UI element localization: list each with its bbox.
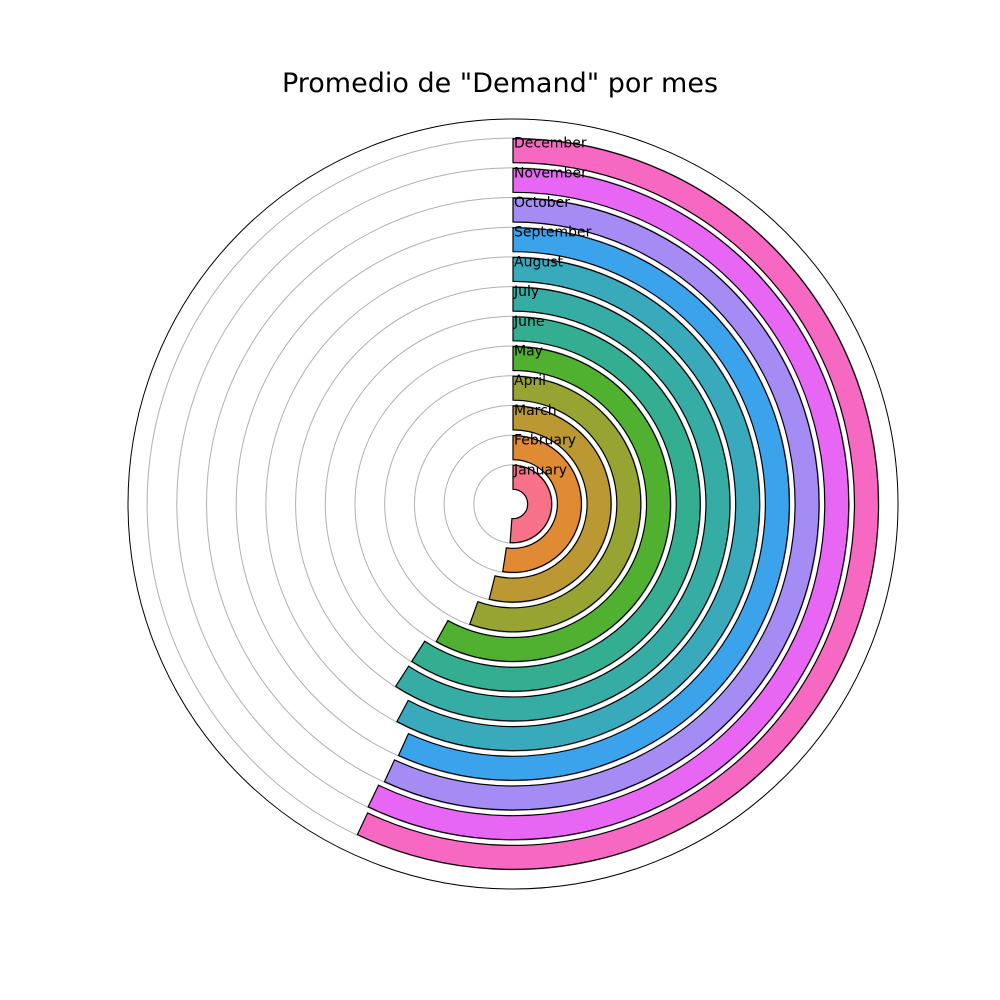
bars — [356, 137, 879, 870]
polar-frame — [127, 118, 899, 890]
label-april: April — [514, 373, 546, 389]
bar-march — [488, 405, 612, 603]
bar-july — [394, 286, 731, 722]
month-labels: January February March April May June July Augu… — [513, 136, 592, 479]
label-march: March — [514, 403, 557, 419]
label-may: May — [514, 344, 543, 360]
bar-june — [410, 316, 701, 692]
label-january: January — [513, 462, 567, 478]
label-november: November — [514, 165, 587, 181]
label-august: August — [514, 254, 564, 270]
label-february: February — [514, 433, 576, 449]
bar-october — [383, 197, 820, 811]
bar-november — [367, 167, 850, 841]
label-september: September — [514, 225, 592, 241]
bar-august — [396, 256, 761, 752]
bar-april — [468, 375, 642, 633]
chart-title: Promedio de "Demand" por mes — [281, 68, 719, 99]
label-october: October — [514, 195, 570, 211]
label-june: June — [513, 314, 545, 330]
label-july: July — [513, 284, 539, 300]
bar-january — [509, 464, 553, 544]
bar-september — [397, 227, 790, 781]
bar-may — [435, 345, 672, 663]
bar-february — [502, 434, 582, 573]
bar-december — [356, 137, 879, 870]
label-december: December — [514, 136, 587, 152]
